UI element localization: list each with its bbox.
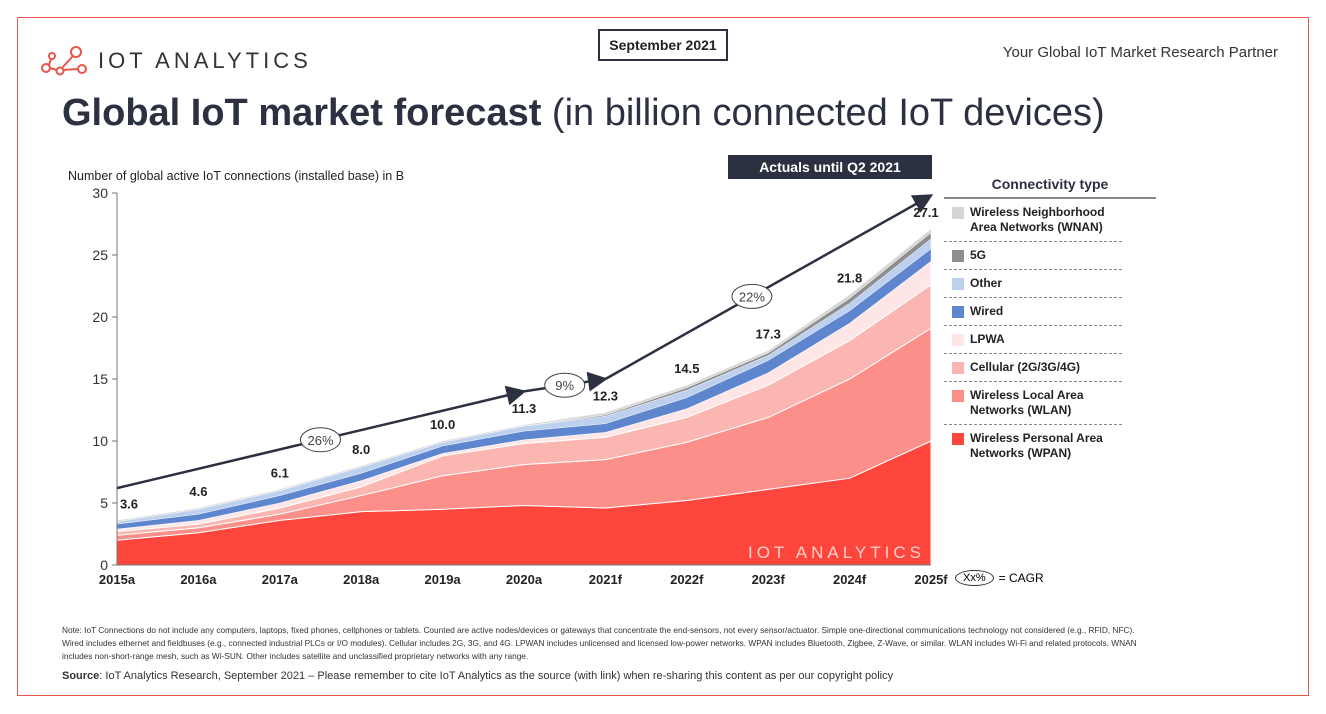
- legend-label: Other: [970, 276, 1003, 290]
- source-label: Source: [62, 670, 100, 682]
- source-line: Source: IoT Analytics Research, Septembe…: [62, 670, 893, 682]
- cagr-arrow: [604, 194, 934, 381]
- x-tick-label: 2015a: [99, 572, 136, 587]
- legend-swatch: [952, 306, 964, 318]
- watermark: IOT ANALYTICS: [748, 543, 925, 562]
- data-label: 17.3: [756, 326, 781, 341]
- data-label: 11.3: [512, 401, 537, 416]
- legend-swatch: [952, 334, 964, 346]
- legend-swatch: [952, 250, 964, 262]
- area-series-7: [116, 228, 932, 522]
- cagr-key: Xx% = CAGR: [955, 570, 1044, 586]
- legend-item: Wireless Neighborhood Area Networks (WNA…: [944, 199, 1122, 242]
- legend-item: LPWA: [944, 326, 1122, 354]
- legend-swatch: [952, 362, 964, 374]
- y-tick-label: 10: [92, 433, 108, 449]
- legend-swatch: [952, 278, 964, 290]
- stacked-area-chart: 0 5 10 15 20 25 30 2015a 3.6 2016a 4.6 2017a 6.1 2018…: [92, 185, 948, 587]
- data-label: 10.0: [430, 417, 455, 432]
- legend-label: Wireless Local Area Networks (WLAN): [970, 388, 1084, 417]
- legend-label: Wireless Neighborhood Area Networks (WNA…: [970, 205, 1105, 234]
- x-tick-label: 2021f: [589, 572, 623, 587]
- y-tick-label: 25: [92, 247, 108, 263]
- legend-label: Wired: [970, 304, 1004, 318]
- x-tick-label: 2025f: [914, 572, 948, 587]
- date-badge: September 2021: [598, 29, 728, 61]
- legend-title: Connectivity type: [944, 170, 1156, 199]
- tagline: Your Global IoT Market Research Partner: [1002, 44, 1278, 61]
- data-label: 27.1: [913, 205, 938, 220]
- cagr-label: 9%: [555, 378, 574, 393]
- legend: Connectivity type Wireless Neighborhood …: [944, 170, 1156, 467]
- y-tick-label: 5: [100, 495, 108, 511]
- cagr-ellipse: [544, 372, 586, 398]
- actuals-badge: Actuals until Q2 2021: [728, 155, 932, 179]
- y-tick-label: 20: [92, 309, 108, 325]
- y-tick-label: 0: [100, 557, 108, 573]
- legend-swatch: [952, 433, 964, 445]
- legend-item: Wireless Local Area Networks (WLAN): [944, 382, 1122, 425]
- y-axis-label: Number of global active IoT connections …: [68, 169, 405, 183]
- legend-label: Cellular (2G/3G/4G): [970, 360, 1081, 374]
- legend-swatch: [952, 207, 964, 219]
- network-nodes-icon: [41, 46, 87, 76]
- cagr-label: 26%: [307, 433, 333, 448]
- y-tick-label: 15: [92, 371, 108, 387]
- cagr-key-symbol: Xx%: [955, 570, 994, 586]
- x-tick-label: 2022f: [670, 572, 704, 587]
- data-label: 3.6: [120, 496, 138, 511]
- title-bold: Global IoT market forecast: [62, 92, 542, 134]
- page-title: Global IoT market forecast (in billion c…: [62, 92, 1105, 135]
- x-tick-label: 2023f: [752, 572, 786, 587]
- legend-swatch: [952, 390, 964, 402]
- x-tick-label: 2018a: [343, 572, 380, 587]
- cagr-key-text: = CAGR: [998, 571, 1044, 585]
- legend-label: Wireless Personal Area Networks (WPAN): [970, 431, 1103, 460]
- x-tick-label: 2017a: [262, 572, 299, 587]
- cagr-ellipse: [300, 427, 341, 453]
- legend-item: Wireless Personal Area Networks (WPAN): [944, 425, 1122, 467]
- title-rest: (in billion connected IoT devices): [541, 92, 1105, 134]
- footnote: Note: IoT Connections do not include any…: [62, 625, 1137, 661]
- brand-logo: IOT ANALYTICS: [40, 46, 312, 76]
- x-tick-label: 2020a: [506, 572, 543, 587]
- legend-item: Other: [944, 270, 1122, 298]
- data-label: 8.0: [352, 442, 370, 457]
- legend-label: 5G: [970, 248, 987, 262]
- source-text: : IoT Analytics Research, September 2021…: [99, 670, 894, 682]
- data-label: 4.6: [189, 484, 207, 499]
- brand-name: IOT ANALYTICS: [98, 48, 312, 73]
- cagr-ellipse: [731, 283, 773, 309]
- data-label: 14.5: [674, 361, 699, 376]
- x-tick-label: 2019a: [425, 572, 462, 587]
- legend-label: LPWA: [970, 332, 1005, 346]
- x-tick-label: 2016a: [180, 572, 217, 587]
- y-tick-label: 30: [92, 185, 108, 201]
- cagr-label: 22%: [739, 289, 765, 304]
- legend-item: Wired: [944, 298, 1122, 326]
- legend-item: Cellular (2G/3G/4G): [944, 354, 1122, 382]
- legend-item: 5G: [944, 242, 1122, 270]
- x-tick-label: 2024f: [833, 572, 867, 587]
- data-label: 21.8: [837, 271, 862, 286]
- data-label: 12.3: [593, 388, 618, 403]
- slide-frame: [17, 17, 1309, 696]
- data-label: 6.1: [271, 465, 289, 480]
